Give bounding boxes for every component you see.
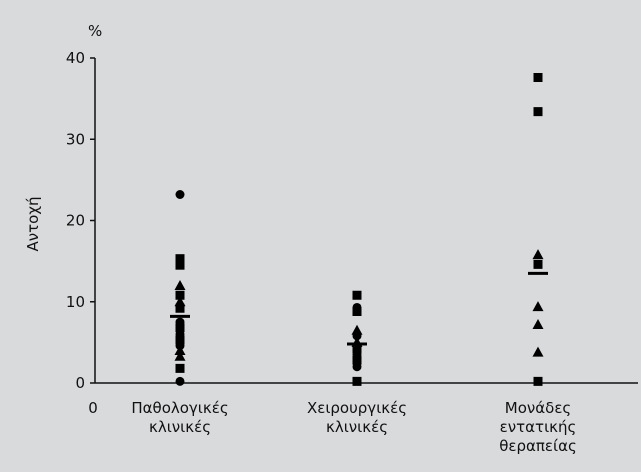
category-label: εντατικής [500, 418, 577, 436]
origin-label: 0 [88, 399, 98, 417]
data-point-triangle [351, 324, 363, 335]
data-point-square [352, 307, 362, 316]
data-point-circle [175, 190, 185, 199]
category-label: Παθολογικές [131, 399, 228, 417]
data-point-square [533, 107, 543, 117]
data-marks [170, 73, 548, 386]
unit-label: % [88, 22, 102, 40]
data-point-square [352, 355, 362, 365]
category-label: κλινικές [149, 418, 211, 436]
data-point-square [175, 323, 185, 333]
category-label: Χειρουργικές [307, 399, 407, 417]
data-point-square [533, 259, 543, 269]
y-tick-label: 20 [66, 212, 85, 230]
data-point-circle [352, 362, 362, 372]
y-tick-label: 10 [66, 293, 85, 311]
y-ticks: 0 10 20 30 40 [66, 49, 95, 392]
y-tick-label: 30 [66, 130, 85, 148]
data-point-square [533, 73, 543, 82]
data-point-triangle [532, 249, 544, 260]
category-label: Μονάδες [505, 399, 571, 417]
y-tick-label: 40 [66, 49, 85, 67]
y-tick-label: 0 [75, 374, 85, 392]
data-point-circle [352, 331, 362, 341]
category-label: θεραπείας [499, 437, 577, 455]
data-point-square [352, 290, 362, 300]
data-point-square [175, 303, 185, 313]
data-point-triangle [174, 280, 186, 290]
data-point-square [175, 254, 185, 264]
data-point-square [175, 260, 185, 270]
data-point-triangle [532, 301, 544, 312]
data-point-square [533, 376, 543, 386]
data-point-square [175, 363, 185, 373]
data-point-triangle [174, 345, 186, 355]
data-point-square [175, 335, 185, 345]
data-point-triangle [532, 319, 544, 329]
data-point-square [175, 290, 185, 300]
data-point-triangle [174, 350, 186, 361]
category-labels: ΠαθολογικέςκλινικέςΧειρουργικέςκλινικέςΜ… [131, 399, 576, 455]
data-point-square [352, 344, 362, 354]
data-point-square [352, 376, 362, 386]
data-point-circle [175, 376, 185, 386]
y-axis-title: Αντοχή [24, 196, 42, 251]
category-label: κλινικές [326, 418, 388, 436]
data-point-triangle [532, 346, 544, 357]
